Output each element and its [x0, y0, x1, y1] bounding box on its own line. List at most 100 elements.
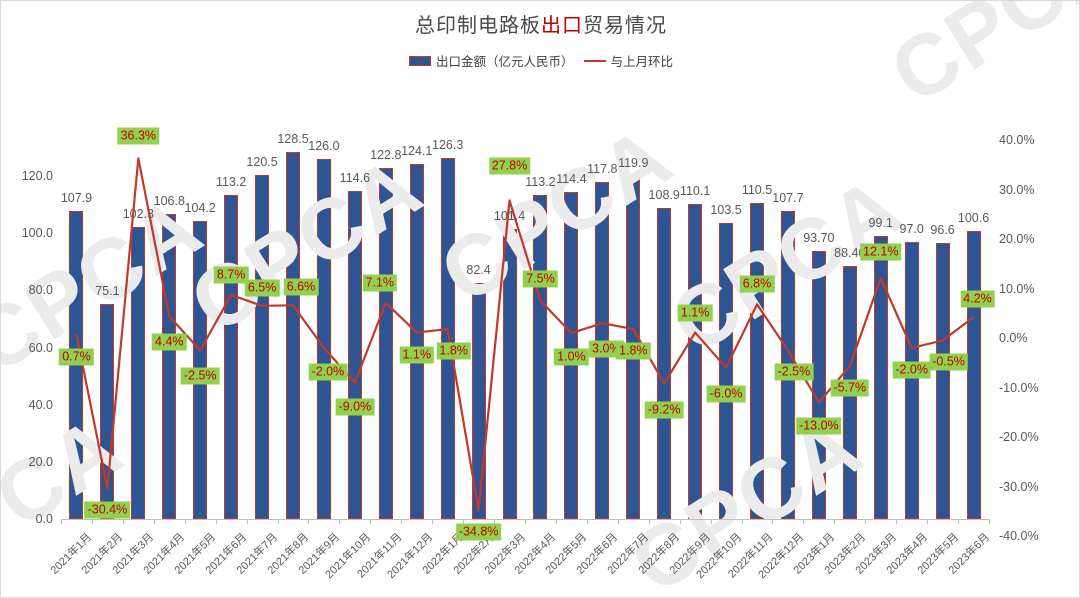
y-axis-left-tick: 80.0 — [28, 283, 53, 298]
bar-value-label: 119.9 — [618, 156, 649, 171]
y-axis-left-tick: 0.0 — [35, 512, 53, 526]
bar-value-label: 103.5 — [710, 203, 742, 218]
x-axis-tickmark — [834, 519, 836, 524]
x-axis-tickmark — [710, 519, 712, 524]
y-axis-left-tick: 40.0 — [28, 397, 53, 412]
bar[interactable] — [162, 213, 177, 519]
x-axis-tickmark — [432, 519, 434, 524]
percent-change-label: 6.6% — [283, 278, 319, 296]
bar-value-label: 107.9 — [60, 190, 93, 205]
x-axis-tickmark — [865, 519, 867, 524]
bar[interactable] — [131, 226, 146, 519]
bar-value-label: 126.3 — [432, 137, 464, 152]
legend-item-export-amount[interactable]: 出口金额（亿元人民币） — [408, 51, 574, 70]
x-axis-tickmark — [741, 519, 743, 524]
bar[interactable] — [286, 151, 300, 519]
y-axis-right-tick: 0.0% — [999, 331, 1028, 345]
bar-value-label: 102.3 — [122, 206, 154, 221]
bar[interactable] — [471, 283, 486, 519]
bar[interactable] — [533, 195, 548, 519]
y-axis-right-tick: 40.0% — [999, 133, 1035, 147]
percent-change-label: 8.7% — [213, 266, 249, 284]
bar-value-label: 113.2 — [525, 175, 556, 190]
bar[interactable] — [347, 191, 362, 519]
bar[interactable] — [440, 157, 455, 519]
percent-change-label: -30.4% — [84, 501, 131, 519]
y-axis-right-tick: -40.0% — [999, 529, 1039, 543]
legend-item-mom-change[interactable]: 与上月环比 — [583, 51, 674, 70]
x-axis-tickmark — [184, 519, 186, 524]
bar[interactable] — [811, 251, 826, 519]
bar[interactable] — [100, 304, 115, 519]
percent-change-label: 1.0% — [554, 348, 589, 366]
x-axis-tickmark — [772, 519, 774, 524]
bar-value-label: 128.5 — [277, 131, 309, 146]
watermark-text: CPCA — [424, 107, 689, 323]
bar-value-label: 110.1 — [679, 184, 711, 199]
bar-value-label: 114.4 — [556, 172, 587, 186]
chart-legend: 出口金额（亿元人民币） 与上月环比 — [1, 51, 1079, 70]
bar-value-label: 96.6 — [930, 222, 955, 237]
bar[interactable] — [904, 241, 919, 519]
bar-value-label: 93.70 — [803, 231, 835, 246]
percent-change-label: -9.2% — [644, 401, 684, 419]
bar-value-label: 75.1 — [95, 284, 120, 299]
percent-change-label: 27.8% — [488, 157, 531, 175]
y-axis-right-tick: -20.0% — [999, 430, 1039, 444]
bar[interactable] — [502, 229, 517, 519]
y-axis-right: -40.0% -30.0% -20.0% -10.0% 0.0% 10.0% 20.0% 30… — [999, 1, 1079, 597]
x-axis-tickmark — [586, 519, 588, 524]
x-axis-tickmark — [463, 519, 465, 524]
x-axis-tickmark — [958, 519, 960, 524]
bar[interactable] — [224, 195, 239, 519]
bar-value-label: 107.7 — [772, 191, 804, 206]
x-axis-tickmark — [370, 519, 372, 524]
bar-value-label: 97.0 — [899, 221, 924, 236]
bar-value-label: 110.5 — [741, 183, 773, 198]
x-axis-tickmark — [927, 519, 929, 524]
bar[interactable] — [719, 223, 734, 519]
x-axis-tickmark — [989, 519, 990, 524]
percent-change-label: -34.8% — [455, 523, 502, 541]
bar[interactable] — [750, 203, 764, 519]
bar[interactable] — [966, 231, 981, 519]
percent-change-label: -13.0% — [796, 417, 842, 435]
percent-change-label: 4.2% — [960, 290, 995, 308]
percent-change-label: -0.5% — [929, 353, 968, 371]
y-axis-left-tick: 100.0 — [21, 226, 53, 241]
percent-change-label: -2.0% — [892, 361, 931, 379]
percent-change-label: 1.8% — [616, 342, 651, 360]
x-axis-tickmark — [401, 519, 403, 524]
bar-value-label: 82.4 — [466, 263, 491, 278]
legend-label-mom-change: 与上月环比 — [610, 55, 674, 69]
x-axis-tickmark — [803, 519, 805, 524]
watermark-text: CPCA — [174, 137, 439, 353]
percent-change-label: -2.5% — [774, 363, 814, 381]
x-axis-tickmark — [277, 519, 279, 524]
bar-value-label: 120.5 — [246, 154, 278, 169]
bar[interactable] — [935, 242, 950, 519]
percent-change-label: 6.8% — [739, 275, 775, 293]
bar[interactable] — [409, 164, 424, 519]
bar[interactable] — [657, 207, 672, 519]
line-swatch-icon — [583, 59, 606, 62]
x-axis-tickmark — [679, 519, 681, 524]
percent-change-label: 0.7% — [59, 348, 94, 366]
x-axis-tickmark — [153, 519, 155, 524]
bar[interactable] — [255, 174, 270, 519]
y-axis-right-tick: 10.0% — [999, 281, 1035, 296]
bar-value-label: 104.2 — [184, 201, 216, 216]
bar[interactable] — [316, 158, 331, 519]
bar-swatch-icon — [408, 55, 431, 66]
percent-change-label: 36.3% — [117, 127, 160, 145]
bar[interactable] — [873, 235, 888, 519]
percent-change-label: 12.1% — [859, 243, 902, 261]
bar[interactable] — [688, 204, 703, 519]
x-axis-tickmark — [555, 519, 557, 524]
percent-change-label: -6.0% — [706, 385, 746, 403]
x-axis-tickmark — [648, 519, 650, 524]
bar[interactable] — [378, 167, 393, 519]
bar-value-label: 100.6 — [957, 211, 990, 226]
bar-value-label: 122.8 — [370, 147, 402, 162]
